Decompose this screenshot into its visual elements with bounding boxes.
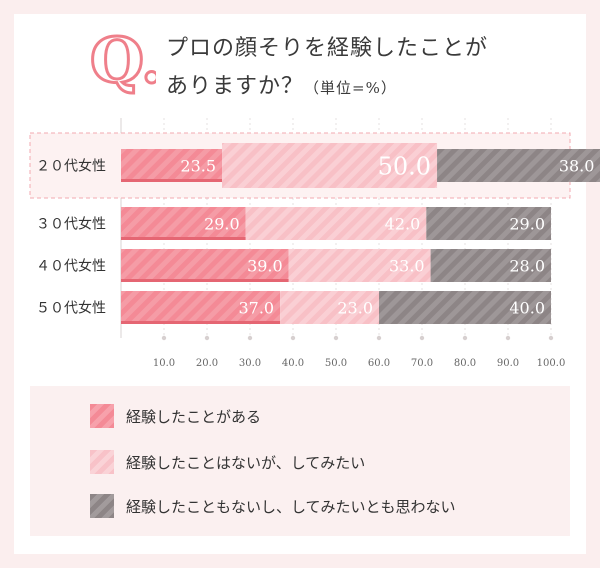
x-tick-label: 100.0 xyxy=(537,358,566,369)
bar-underline xyxy=(121,237,246,240)
data-label: 23.5 xyxy=(180,157,216,176)
legend-item-experienced: 経験したことがある xyxy=(90,404,261,428)
legend: 経験したことがある 経験したことはないが、してみたい 経験したこともないし、して… xyxy=(30,386,570,536)
data-label: 29.0 xyxy=(509,215,545,234)
bar-segment xyxy=(280,291,379,324)
bar-segment xyxy=(121,149,223,182)
data-label: 29.0 xyxy=(204,215,240,234)
stacked-bar-chart: 23.5 50.0 38.0 29.0 42.0 29.0 39.0 33.0 28.0 37.0… xyxy=(29,118,600,369)
bar-segment xyxy=(379,291,551,324)
legend-label-want: 経験したことはないが、してみたい xyxy=(126,453,366,472)
bar-segment xyxy=(426,207,551,240)
data-label: 23.0 xyxy=(337,299,373,318)
x-tick-layer: 10.0 20.0 30.0 40.0 50.0 60.0 70.0 80.0 90.0 100.… xyxy=(153,358,565,369)
tick-dot xyxy=(204,335,210,341)
category-label-layer: ２０代女性 ３０代女性 ４０代女性 ５０代女性 xyxy=(36,158,106,317)
data-label: 39.0 xyxy=(247,257,283,276)
question-text: プロの顔そりを経験したことが ありますか？（単位=%） xyxy=(166,30,546,107)
data-label: 28.0 xyxy=(509,257,545,276)
category-label: ３０代女性 xyxy=(36,216,106,233)
tick-dot xyxy=(290,335,296,341)
x-tick-label: 70.0 xyxy=(411,358,433,369)
q-letter: Q. xyxy=(90,24,156,97)
bar-underline xyxy=(121,179,223,182)
bar-underline xyxy=(121,279,289,282)
q-mark-icon: Q. xyxy=(89,23,157,99)
tick-dot xyxy=(376,335,382,341)
bar-segment xyxy=(430,249,551,282)
data-label: 50.0 xyxy=(378,153,431,181)
data-label: 40.0 xyxy=(509,299,545,318)
bar-segment xyxy=(245,207,427,240)
bar-segment xyxy=(121,291,281,324)
x-tick-label: 30.0 xyxy=(239,358,261,369)
x-tick-label: 20.0 xyxy=(196,358,218,369)
bar-layer xyxy=(121,143,600,324)
legend-swatch-want xyxy=(90,450,114,474)
bar-segment xyxy=(222,143,438,188)
tick-dot xyxy=(333,335,339,341)
question-line-2-main: ありますか？ xyxy=(166,74,305,99)
bar-segment xyxy=(288,249,431,282)
x-tick-label: 50.0 xyxy=(325,358,347,369)
bar-segment xyxy=(121,207,246,240)
legend-label-experienced: 経験したことがある xyxy=(126,407,262,426)
tick-dot xyxy=(161,335,167,341)
legend-label-neither: 経験したこともないし、してみたいとも思わない xyxy=(126,497,456,516)
bar-segment xyxy=(437,149,600,182)
question-line-1: プロの顔そりを経験したことが xyxy=(166,36,489,61)
unit-label: （単位=%） xyxy=(304,79,397,97)
tick-dot xyxy=(462,335,468,341)
legend-item-neither: 経験したこともないし、してみたいとも思わない xyxy=(90,494,456,518)
legend-item-want: 経験したことはないが、してみたい xyxy=(90,450,365,474)
tick-dot xyxy=(247,335,253,341)
x-tick-label: 40.0 xyxy=(282,358,304,369)
x-tick-label: 80.0 xyxy=(454,358,476,369)
x-tick-label: 60.0 xyxy=(368,358,390,369)
label-layer: 23.5 50.0 38.0 29.0 42.0 29.0 39.0 33.0 28.0 37.0… xyxy=(180,153,594,318)
category-label: ５０代女性 xyxy=(36,300,106,317)
data-label: 42.0 xyxy=(385,215,421,234)
legend-swatch-neither xyxy=(90,494,114,518)
bar-underline xyxy=(121,321,281,324)
tick-dot xyxy=(419,335,425,341)
tick-dot xyxy=(548,335,554,341)
x-tick-label: 90.0 xyxy=(497,358,519,369)
x-tick-label: 10.0 xyxy=(153,358,175,369)
bar-segment xyxy=(121,249,289,282)
tick-dot xyxy=(505,335,511,341)
category-label: ４０代女性 xyxy=(36,258,106,275)
data-label: 37.0 xyxy=(238,299,274,318)
category-label: ２０代女性 xyxy=(36,158,106,175)
question-line-2: ありますか？（単位=%） xyxy=(166,68,546,107)
data-label: 33.0 xyxy=(389,257,425,276)
legend-swatch-experienced xyxy=(90,404,114,428)
data-label: 38.0 xyxy=(559,157,595,176)
